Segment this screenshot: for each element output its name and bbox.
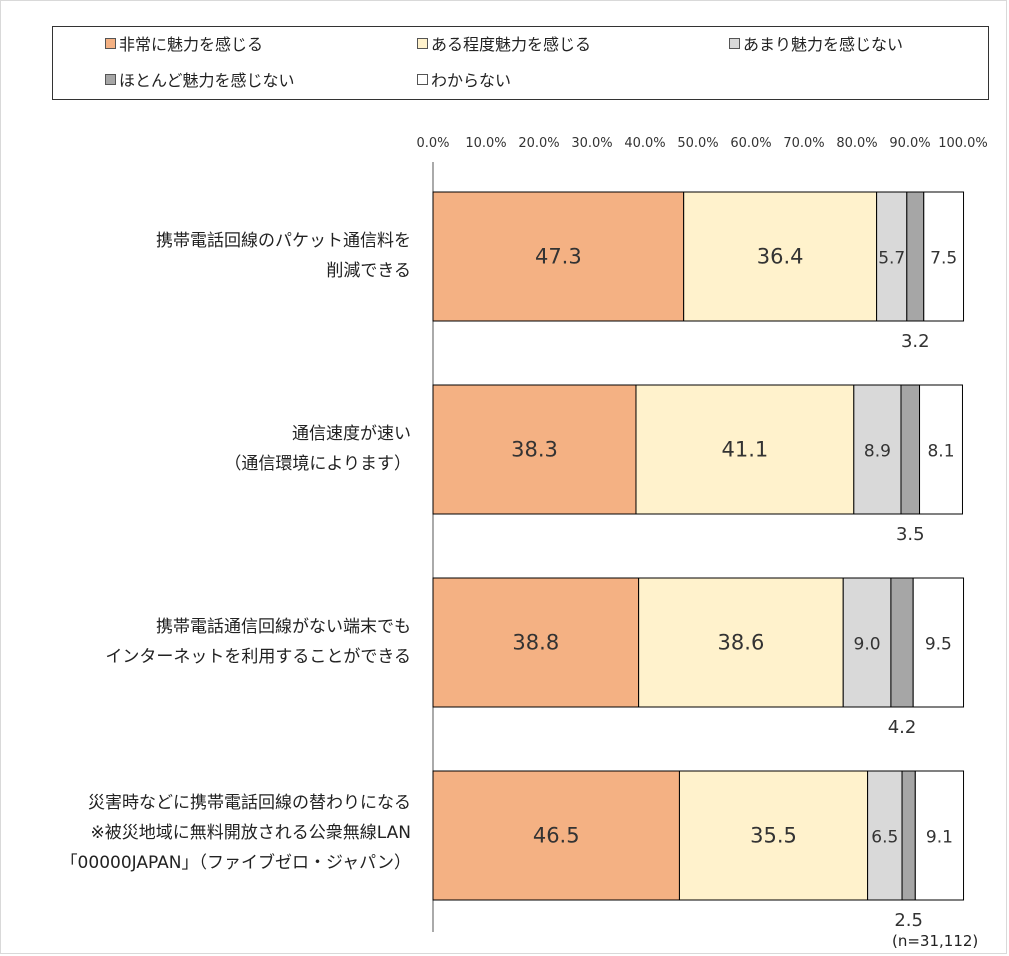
data-label: 5.7 [878, 249, 905, 269]
bar-segment-not-very-attractive [876, 191, 908, 322]
bar-segment-very-attractive [432, 770, 680, 901]
bar-segment-not-very-attractive [853, 384, 902, 515]
bar-segment-somewhat-attractive [638, 577, 844, 708]
legend-item-dont-know: わからない [417, 71, 511, 91]
legend-label-somewhat-attractive: ある程度魅力を感じる [431, 35, 592, 54]
legend-swatch-hardly-attractive [105, 74, 116, 85]
data-label: 7.5 [930, 249, 957, 269]
bar-segment-dont-know [912, 577, 965, 708]
data-label: 3.2 [901, 331, 930, 352]
data-label: 9.5 [925, 635, 952, 655]
data-label: 6.5 [871, 828, 898, 848]
x-tick-label: 60.0% [730, 136, 771, 151]
legend-swatch-not-very-attractive [729, 38, 740, 49]
data-label: 9.0 [854, 635, 881, 655]
x-tick-label: 100.0% [938, 136, 988, 151]
bar-segment-hardly-attractive [890, 577, 914, 708]
data-label: 38.8 [512, 631, 559, 655]
bar-segment-somewhat-attractive [635, 384, 855, 515]
legend-item-very-attractive: 非常に魅力を感じる [105, 35, 263, 55]
x-tick-label: 0.0% [416, 136, 449, 151]
x-tick-label: 90.0% [889, 136, 930, 151]
legend-label-dont-know: わからない [431, 71, 512, 90]
legend-item-somewhat-attractive: ある程度魅力を感じる [417, 35, 591, 55]
category-label-disaster: 災害時などに携帯電話回線の替わりになる ※被災地域に無料開放される公衆無線LAN… [60, 793, 411, 873]
x-tick-label: 40.0% [624, 136, 665, 151]
bar-segment-dont-know [923, 191, 965, 322]
category-label-speed: 通信速度が速い （通信環境によります） [224, 424, 411, 474]
data-label: 47.3 [535, 245, 582, 269]
sample-size-note: (n=31,112) [892, 932, 979, 950]
bar-segment-hardly-attractive [906, 191, 925, 322]
bar-segment-somewhat-attractive [683, 191, 878, 322]
bar-segment-dont-know [914, 770, 965, 901]
data-label: 3.5 [896, 524, 925, 545]
bar-segment-hardly-attractive [900, 384, 921, 515]
category-label-packet-fee: 携帯電話回線のパケット通信料を 削減できる [156, 231, 411, 281]
legend-label-hardly-attractive: ほとんど魅力を感じない [119, 71, 295, 90]
data-label: 4.2 [888, 717, 917, 738]
bar-segment-dont-know [919, 384, 963, 515]
legend-label-very-attractive: 非常に魅力を感じる [119, 35, 264, 54]
data-label: 38.6 [718, 631, 765, 655]
x-tick-label: 20.0% [518, 136, 559, 151]
x-tick-label: 70.0% [783, 136, 824, 151]
legend-swatch-very-attractive [105, 38, 116, 49]
data-label: 35.5 [750, 824, 797, 848]
bar-segment-very-attractive [432, 577, 640, 708]
legend-label-not-very-attractive: あまり魅力を感じない [743, 35, 904, 54]
bar-segment-very-attractive [432, 191, 685, 322]
x-tick-label: 30.0% [571, 136, 612, 151]
x-tick-label: 80.0% [836, 136, 877, 151]
legend-item-hardly-attractive: ほとんど魅力を感じない [105, 71, 295, 91]
data-label: 38.3 [511, 438, 558, 462]
legend-swatch-dont-know [417, 74, 428, 85]
data-label: 36.4 [757, 245, 804, 269]
data-label: 9.1 [926, 828, 953, 848]
x-tick-label: 10.0% [465, 136, 506, 151]
bar-segment-very-attractive [432, 384, 637, 515]
legend-swatch-somewhat-attractive [417, 38, 428, 49]
x-tick-label: 50.0% [677, 136, 718, 151]
data-label: 41.1 [722, 438, 769, 462]
category-label-no-line-device: 携帯電話通信回線がない端末でも インターネットを利用することができる [105, 617, 411, 667]
data-label: 46.5 [533, 824, 580, 848]
data-label: 8.1 [927, 442, 954, 462]
legend: 非常に魅力を感じる ある程度魅力を感じる あまり魅力を感じない ほとんど魅力を感… [52, 26, 989, 100]
legend-item-not-very-attractive: あまり魅力を感じない [729, 35, 903, 55]
bar-segment-hardly-attractive [901, 770, 916, 901]
bar-segment-not-very-attractive [867, 770, 903, 901]
data-label: 2.5 [894, 910, 923, 931]
data-label: 8.9 [864, 442, 891, 462]
